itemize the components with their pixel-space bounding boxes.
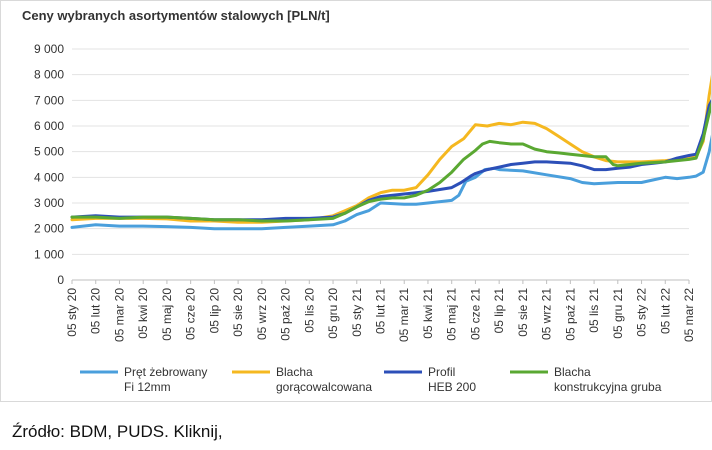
x-tick-label: 05 wrz 20	[255, 288, 269, 340]
legend-label: gorącowalcowana	[276, 380, 372, 394]
series-line	[70, 97, 712, 222]
legend-label: Fi 12mm	[124, 380, 171, 394]
x-tick-label: 05 lis 20	[302, 288, 316, 333]
y-tick-label: 4 000	[34, 170, 64, 184]
x-tick-label: 05 cze 21	[468, 288, 482, 340]
gridlines	[72, 48, 689, 281]
x-axis-ticks: 05 sty 20 05 lut 20 05 mar 20 05 kwi 20 05 m…	[65, 280, 696, 342]
x-tick-label: 05 paź 20	[279, 288, 293, 341]
chart-title: Ceny wybranych asortymentów stalowych [P…	[22, 8, 330, 23]
x-tick-label: 05 sie 20	[231, 288, 245, 337]
x-tick-label: 05 cze 20	[184, 288, 198, 340]
x-tick-label: 05 sty 21	[350, 288, 364, 337]
y-tick-label: 6 000	[34, 119, 64, 133]
y-tick-label: 0	[57, 273, 64, 287]
y-axis-ticks: 0 1 000 2 000 3 000 4 000 5 000 6 000 7 000 8 00…	[34, 42, 64, 287]
x-tick-label: 05 lip 21	[492, 288, 506, 334]
legend-label: Blacha	[276, 365, 313, 379]
x-tick-label: 05 sty 22	[635, 288, 649, 337]
y-tick-label: 7 000	[34, 93, 64, 107]
x-tick-label: 05 gru 21	[611, 288, 625, 339]
series-line	[70, 72, 712, 224]
legend-label: Pręt żebrowany	[124, 365, 207, 379]
x-tick-label: 05 paź 21	[563, 288, 577, 341]
source-caption: Źródło: BDM, PUDS. Kliknij,	[12, 422, 223, 441]
x-tick-label: 05 mar 20	[112, 288, 126, 342]
y-tick-label: 8 000	[34, 68, 64, 82]
x-tick-label: 05 maj 21	[445, 288, 459, 341]
x-tick-label: 05 lis 21	[587, 288, 601, 333]
x-tick-label: 05 sie 21	[516, 288, 530, 337]
x-tick-label: 05 wrz 21	[540, 288, 554, 340]
x-tick-label: 05 sty 20	[65, 288, 79, 337]
legend-label: Profil	[428, 365, 455, 379]
series-line	[70, 98, 712, 223]
series-line	[70, 132, 712, 231]
x-tick-label: 05 mar 21	[397, 288, 411, 342]
y-tick-label: 1 000	[34, 247, 64, 261]
y-tick-label: 3 000	[34, 196, 64, 210]
legend-label: Blacha	[554, 365, 591, 379]
x-tick-label: 05 kwi 21	[421, 288, 435, 339]
legend-label: konstrukcyjna gruba	[554, 380, 662, 394]
x-tick-label: 05 kwi 20	[136, 288, 150, 339]
steel-price-chart: Ceny wybranych asortymentów stalowych [P…	[22, 8, 712, 394]
y-tick-label: 2 000	[34, 222, 64, 236]
x-tick-label: 05 lip 20	[207, 288, 221, 334]
series-lines	[70, 72, 712, 231]
x-tick-label: 05 maj 20	[160, 288, 174, 341]
y-tick-label: 9 000	[34, 42, 64, 56]
x-tick-label: 05 mar 22	[682, 288, 696, 342]
x-tick-label: 05 lut 21	[374, 288, 388, 334]
x-tick-label: 05 lut 20	[89, 288, 103, 334]
x-tick-label: 05 lut 22	[658, 288, 672, 334]
x-tick-label: 05 gru 20	[326, 288, 340, 339]
legend-label: HEB 200	[428, 380, 476, 394]
y-tick-label: 5 000	[34, 145, 64, 159]
